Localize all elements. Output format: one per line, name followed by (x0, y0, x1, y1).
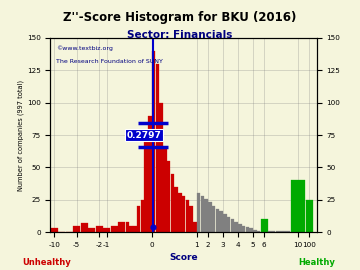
Text: Healthy: Healthy (298, 258, 335, 266)
Bar (242, 226, 246, 232)
Bar (246, 227, 249, 232)
Bar (234, 222, 238, 232)
Text: ©www.textbiz.org: ©www.textbiz.org (56, 46, 113, 51)
Bar (182, 196, 185, 232)
X-axis label: Score: Score (169, 254, 198, 262)
Text: The Research Foundation of SUNY: The Research Foundation of SUNY (56, 59, 163, 64)
Bar (189, 206, 193, 232)
Bar (204, 198, 208, 232)
Bar (140, 200, 144, 232)
Bar (185, 200, 189, 232)
Bar (137, 206, 140, 232)
Bar (129, 226, 133, 232)
Bar (219, 211, 223, 232)
Bar (148, 116, 152, 232)
Bar (122, 222, 125, 232)
Bar (88, 228, 95, 232)
Bar (223, 214, 227, 232)
Bar (73, 226, 80, 232)
Text: Unhealthy: Unhealthy (22, 258, 71, 266)
Bar (156, 64, 159, 232)
Text: Sector: Financials: Sector: Financials (127, 30, 233, 40)
Bar (193, 222, 197, 232)
Bar (231, 219, 234, 232)
Bar (178, 193, 182, 232)
Bar (201, 196, 204, 232)
Bar (306, 200, 313, 232)
Bar (163, 148, 167, 232)
Bar (111, 226, 114, 232)
Bar (261, 219, 268, 232)
Bar (171, 174, 174, 232)
Bar (249, 228, 253, 232)
Y-axis label: Number of companies (997 total): Number of companies (997 total) (18, 79, 24, 191)
Bar (144, 135, 148, 232)
Bar (291, 180, 305, 232)
Bar (197, 193, 201, 232)
Bar (167, 161, 170, 232)
Bar (114, 226, 118, 232)
Text: Z''-Score Histogram for BKU (2016): Z''-Score Histogram for BKU (2016) (63, 11, 297, 24)
Bar (51, 228, 58, 232)
Text: 0.2797: 0.2797 (126, 130, 161, 140)
Bar (96, 226, 103, 232)
Bar (152, 51, 156, 232)
Bar (174, 187, 178, 232)
Bar (81, 223, 88, 232)
Bar (212, 206, 215, 232)
Bar (103, 228, 110, 232)
Bar (268, 231, 275, 232)
Bar (208, 202, 212, 232)
Bar (276, 231, 283, 232)
Bar (159, 103, 163, 232)
Bar (238, 224, 242, 232)
Bar (118, 222, 122, 232)
Bar (133, 226, 136, 232)
Bar (216, 209, 219, 232)
Bar (126, 222, 129, 232)
Bar (283, 231, 291, 232)
Bar (227, 217, 230, 232)
Bar (257, 231, 260, 232)
Bar (253, 230, 257, 232)
